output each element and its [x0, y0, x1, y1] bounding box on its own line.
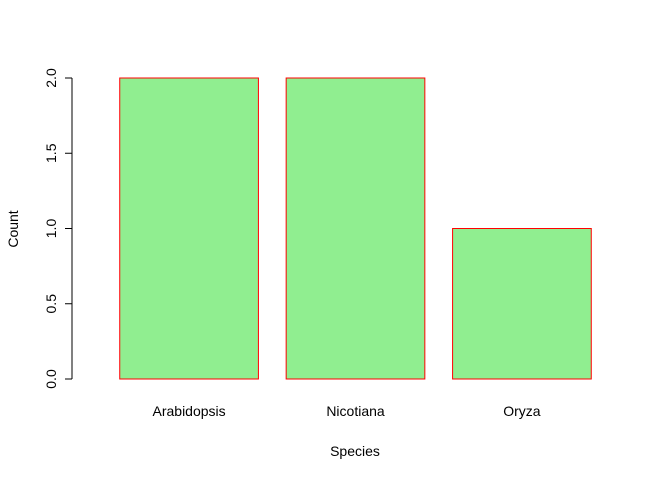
bar-arabidopsis — [119, 77, 259, 380]
x-tick-label-oryza: Oryza — [503, 403, 541, 419]
bar-oryza — [452, 228, 592, 380]
x-tick-label-arabidopsis: Arabidopsis — [153, 403, 226, 419]
y-tick-label: 2.0 — [43, 68, 59, 88]
y-axis: 0.0 0.5 1.0 1.5 2.0 — [43, 68, 73, 389]
x-tick-label-nicotiana: Nicotiana — [326, 403, 385, 419]
y-axis-label: Count — [5, 210, 21, 247]
y-tick-label: 1.0 — [43, 219, 59, 239]
y-tick-label: 0.0 — [43, 369, 59, 389]
bar-nicotiana — [285, 77, 426, 380]
y-tick-label: 1.5 — [43, 143, 59, 163]
x-tick-labels: Arabidopsis Nicotiana Oryza — [153, 403, 541, 419]
bars-group — [119, 77, 592, 380]
y-tick-label: 0.5 — [43, 294, 59, 314]
x-axis-label: Species — [330, 443, 380, 459]
